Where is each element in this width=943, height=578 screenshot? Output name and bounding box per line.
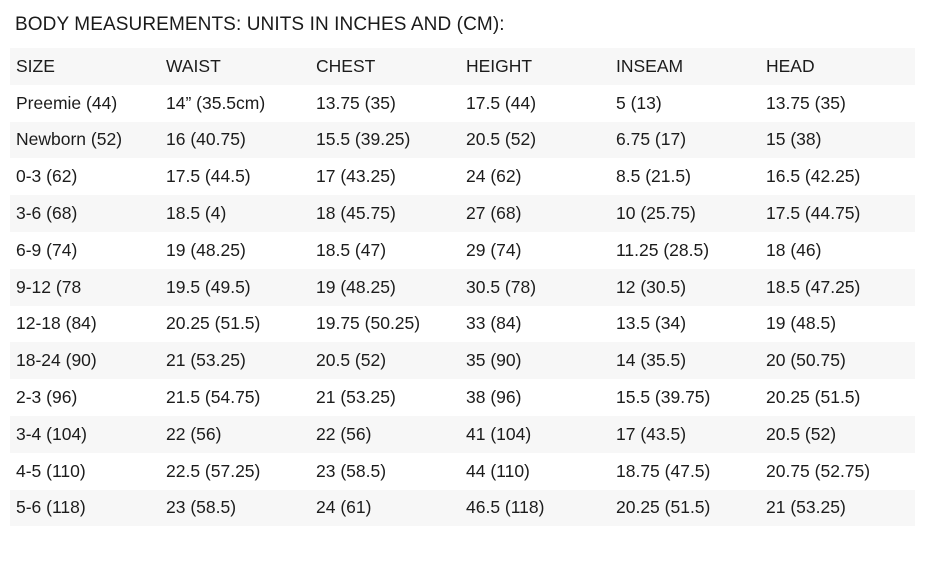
table-row: 3-6 (68) 18.5 (4) 18 (45.75) 27 (68) 10 (25.… [10, 195, 915, 232]
cell-chest: 19.75 (50.25) [316, 313, 421, 334]
cell-waist: 17.5 (44.5) [166, 166, 251, 187]
cell-height: 35 (90) [466, 350, 522, 371]
cell-chest: 18.5 (47) [316, 239, 387, 260]
cell-head: 20.75 (52.75) [766, 460, 871, 481]
column-header-height: HEIGHT [466, 55, 533, 76]
cell-waist: 16 (40.75) [166, 129, 246, 150]
cell-head: 20.5 (52) [766, 423, 837, 444]
cell-chest: 18 (45.75) [316, 203, 396, 224]
cell-size: Newborn (52) [16, 129, 123, 150]
cell-size: 18-24 (90) [16, 350, 97, 371]
cell-inseam: 10 (25.75) [616, 203, 696, 224]
cell-waist: 20.25 (51.5) [166, 313, 261, 334]
cell-inseam: 11.25 (28.5) [616, 239, 710, 260]
table-row: 4-5 (110) 22.5 (57.25) 23 (58.5) 44 (110) 18… [10, 452, 915, 490]
cell-inseam: 18.75 (47.5) [616, 460, 711, 481]
cell-height: 44 (110) [466, 460, 530, 481]
cell-waist: 22.5 (57.25) [166, 460, 261, 481]
cell-head: 15 (38) [766, 129, 822, 150]
cell-height: 17.5 (44) [466, 92, 537, 113]
cell-waist: 18.5 (4) [166, 203, 227, 224]
cell-chest: 21 (53.25) [316, 387, 396, 408]
cell-height: 46.5 (118) [466, 497, 545, 518]
table-body: Preemie (44) 14” (35.5cm) 13.75 (35) 17.5 (… [10, 84, 915, 527]
cell-height: 38 (96) [466, 387, 522, 408]
table-row: 9-12 (78 19.5 (49.5) 19 (48.25) 30.5 (78) 12… [10, 268, 915, 306]
cell-size: 3-6 (68) [16, 203, 78, 224]
table-row: 2-3 (96) 21.5 (54.75) 21 (53.25) 38 (96) 15.… [10, 379, 915, 416]
cell-head: 16.5 (42.25) [766, 166, 861, 187]
measurements-table: SIZE WAIST CHEST HEIGHT INSEAM HEAD Pree… [10, 48, 915, 527]
cell-height: 30.5 (78) [466, 276, 537, 297]
cell-waist: 14” (35.5cm) [166, 92, 266, 113]
cell-inseam: 5 (13) [616, 92, 662, 113]
cell-inseam: 14 (35.5) [616, 350, 687, 371]
cell-inseam: 15.5 (39.75) [616, 387, 711, 408]
cell-chest: 22 (56) [316, 423, 372, 444]
cell-height: 29 (74) [466, 239, 522, 260]
page-title: BODY MEASUREMENTS: UNITS IN INCHES AND (… [15, 14, 505, 35]
header-row: SIZE WAIST CHEST HEIGHT INSEAM HEAD [10, 48, 915, 85]
table-row: 18-24 (90) 21 (53.25) 20.5 (52) 35 (90) 14 (… [10, 342, 915, 380]
table-row: 5-6 (118) 23 (58.5) 24 (61) 46.5 (118) 20.25… [10, 489, 915, 527]
cell-waist: 21.5 (54.75) [166, 387, 261, 408]
cell-chest: 19 (48.25) [316, 276, 396, 297]
cell-inseam: 17 (43.5) [616, 423, 687, 444]
cell-head: 20 (50.75) [766, 350, 846, 371]
cell-chest: 24 (61) [316, 497, 372, 518]
cell-inseam: 13.5 (34) [616, 313, 687, 334]
cell-size: 9-12 (78 [16, 276, 82, 297]
column-header-waist: WAIST [166, 55, 221, 76]
cell-head: 20.25 (51.5) [766, 387, 861, 408]
cell-size: 5-6 (118) [16, 497, 86, 518]
cell-inseam: 20.25 (51.5) [616, 497, 711, 518]
cell-size: 6-9 (74) [16, 239, 78, 260]
table-row: 0-3 (62) 17.5 (44.5) 17 (43.25) 24 (62) 8.5 … [10, 158, 915, 196]
table-row: Newborn (52) 16 (40.75) 15.5 (39.25) 20.5 (… [10, 121, 915, 159]
cell-chest: 15.5 (39.25) [316, 129, 411, 150]
cell-inseam: 12 (30.5) [616, 276, 687, 297]
column-header-chest: CHEST [316, 55, 376, 76]
cell-size: Preemie (44) [16, 92, 118, 113]
cell-head: 18.5 (47.25) [766, 276, 861, 297]
cell-waist: 23 (58.5) [166, 497, 237, 518]
cell-chest: 17 (43.25) [316, 166, 396, 187]
column-header-head: HEAD [766, 55, 815, 76]
cell-chest: 23 (58.5) [316, 460, 387, 481]
cell-height: 24 (62) [466, 166, 522, 187]
cell-size: 12-18 (84) [16, 313, 97, 334]
cell-head: 21 (53.25) [766, 497, 846, 518]
column-header-inseam: INSEAM [616, 55, 684, 76]
cell-inseam: 6.75 (17) [616, 129, 687, 150]
column-header-size: SIZE [16, 55, 55, 76]
table-row: 6-9 (74) 19 (48.25) 18.5 (47) 29 (74) 11.25 … [10, 231, 915, 269]
cell-height: 20.5 (52) [466, 129, 537, 150]
cell-waist: 21 (53.25) [166, 350, 246, 371]
cell-inseam: 8.5 (21.5) [616, 166, 691, 187]
cell-size: 2-3 (96) [16, 387, 78, 408]
cell-size: 3-4 (104) [16, 423, 88, 444]
cell-waist: 19.5 (49.5) [166, 276, 251, 297]
cell-waist: 22 (56) [166, 423, 222, 444]
cell-chest: 13.75 (35) [316, 92, 396, 113]
cell-height: 27 (68) [466, 203, 522, 224]
cell-head: 17.5 (44.75) [766, 203, 861, 224]
table-row: Preemie (44) 14” (35.5cm) 13.75 (35) 17.5 (… [10, 84, 915, 122]
cell-height: 41 (104) [466, 423, 532, 444]
table-row: 3-4 (104) 22 (56) 22 (56) 41 (104) 17 (43.5)… [10, 415, 915, 453]
cell-head: 19 (48.5) [766, 313, 837, 334]
table-row: 12-18 (84) 20.25 (51.5) 19.75 (50.25) 33 (8… [10, 305, 915, 343]
cell-size: 4-5 (110) [16, 460, 86, 481]
cell-head: 13.75 (35) [766, 92, 846, 113]
cell-size: 0-3 (62) [16, 166, 78, 187]
cell-height: 33 (84) [466, 313, 522, 334]
cell-chest: 20.5 (52) [316, 350, 387, 371]
cell-head: 18 (46) [766, 239, 822, 260]
cell-waist: 19 (48.25) [166, 239, 246, 260]
